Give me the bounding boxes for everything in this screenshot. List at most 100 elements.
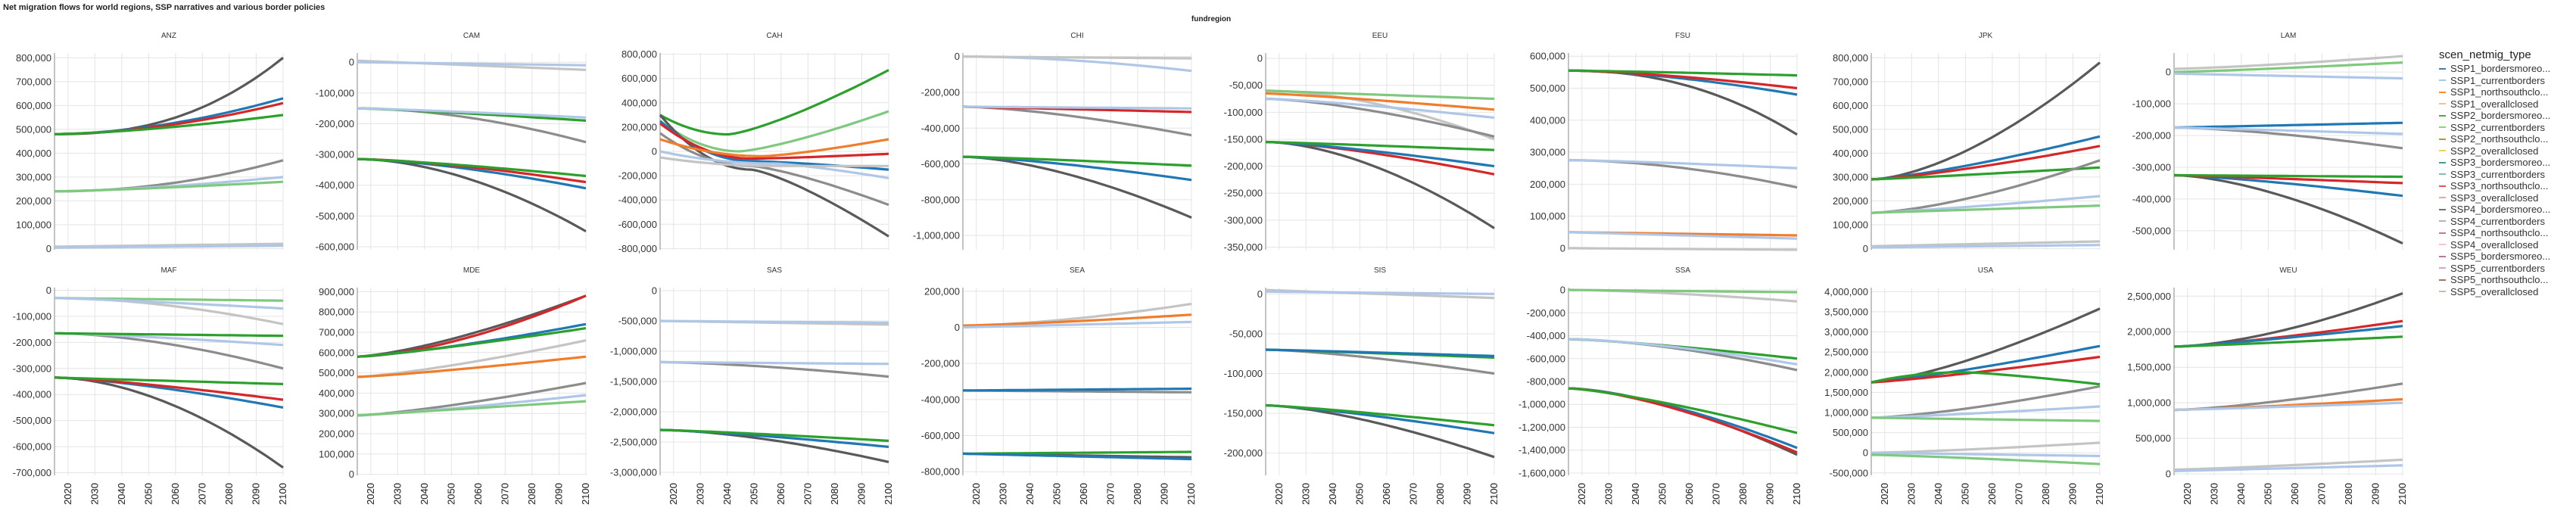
series-line — [659, 110, 889, 153]
y-tick-label: -600,000 — [921, 158, 960, 170]
panel-lam: LAM 0 -100,000 -200,000 -300,000 -400,000 -500… — [2132, 32, 2408, 505]
y-tick-label: -300,000 — [13, 363, 51, 374]
legend-item[interactable]: SSP1_bordersmoreo... — [2439, 63, 2550, 75]
y-tick-label: -600,000 — [1527, 353, 1565, 364]
y-tick-label: -3,000,000 — [610, 467, 657, 478]
legend-item[interactable]: SSP5_bordersmoreo... — [2439, 251, 2550, 263]
y-tick-label: -200,000 — [13, 337, 51, 348]
legend-item[interactable]: SSP2_overallclosed — [2439, 145, 2550, 157]
series-line — [659, 122, 889, 160]
x-tick-label: 2080 — [2040, 483, 2051, 505]
legend-item[interactable]: SSP5_overallclosed — [2439, 286, 2550, 298]
series-line — [1266, 290, 1495, 295]
legend-item[interactable]: SSP4_northsouthclo... — [2439, 227, 2550, 239]
legend-item[interactable]: SSP3_currentborders — [2439, 169, 2550, 181]
x-tick-label: 2020 — [1273, 483, 1285, 505]
legend-swatch — [2439, 279, 2446, 281]
series-line — [1870, 371, 2101, 386]
x-tick-label: 2020 — [668, 483, 679, 505]
series-line — [1870, 416, 2101, 422]
legend-item[interactable]: SSP3_northsouthclo... — [2439, 180, 2550, 192]
legend-item[interactable]: SSP2_bordersmoreo... — [2439, 110, 2550, 122]
legend-item[interactable]: SSP4_overallclosed — [2439, 239, 2550, 251]
legend-item[interactable]: SSP3_bordersmoreo... — [2439, 157, 2550, 169]
series-line — [1265, 140, 1495, 151]
legend-label: SSP1_northsouthclo... — [2450, 86, 2549, 98]
series-line — [1870, 240, 2101, 248]
y-tick-label: 200,000 — [621, 121, 657, 132]
x-tick-label: 2070 — [196, 483, 207, 505]
x-tick-label: 2040 — [1024, 483, 1036, 505]
y-tick-label: 3,500,000 — [1824, 306, 1868, 317]
y-tick-label: 200,000 — [1833, 195, 1868, 207]
legend-item[interactable]: SSP2_currentborders — [2439, 122, 2550, 134]
y-tick-label: 300,000 — [16, 171, 51, 182]
x-tick-label: 2030 — [2208, 483, 2219, 505]
x-tick-label: 2030 — [694, 483, 706, 505]
x-tick-label: 2080 — [2343, 483, 2354, 505]
y-tick-label: 400,000 — [621, 97, 657, 108]
series-line — [1568, 387, 1798, 456]
x-tick-label: 2020 — [668, 483, 679, 505]
x-tick-label: 2100 — [883, 483, 894, 505]
series-line — [1871, 244, 2101, 249]
x-tick-label: 2090 — [855, 483, 867, 505]
y-tick-label: 200,000 — [1530, 179, 1565, 190]
legend-label: SSP2_bordersmoreo... — [2450, 110, 2551, 122]
x-tick-label: 2020 — [2182, 483, 2193, 505]
x-tick-label: 2100 — [1488, 483, 1500, 505]
x-tick-label: 2080 — [1737, 483, 1749, 505]
legend-label: SSP3_currentborders — [2450, 168, 2546, 180]
series-line — [1568, 247, 1798, 251]
panel-mde: MDE 0 100,000 200,000 300,000 400,000 500,000 6… — [319, 266, 591, 505]
y-tick-label: 500,000 — [319, 367, 354, 378]
series-line — [1568, 69, 1798, 136]
y-tick-label: 900,000 — [319, 286, 354, 297]
legend-title: scen_netmig_type — [2439, 48, 2531, 61]
legend-item[interactable]: SSP5_northsouthclo... — [2439, 274, 2550, 286]
legend-item[interactable]: SSP1_northsouthclo... — [2439, 86, 2550, 98]
y-tick-label: 4,000,000 — [1824, 286, 1868, 297]
panel-title: SSA — [1675, 266, 1690, 275]
y-tick-label: 600,000 — [16, 100, 51, 111]
x-tick-label: 2030 — [89, 483, 100, 505]
series-line — [54, 376, 284, 469]
x-tick-label: 2060 — [170, 483, 181, 505]
series-line — [2173, 121, 2403, 129]
y-tick-label: -100,000 — [2132, 98, 2171, 110]
legend-item[interactable]: SSP4_currentborders — [2439, 216, 2550, 228]
series-line — [1870, 405, 2101, 419]
legend-swatch — [2439, 267, 2446, 269]
x-tick-label: 2070 — [2316, 483, 2327, 505]
x-tick-label: 2060 — [2289, 483, 2300, 505]
y-tick-label: 0 — [46, 243, 51, 254]
y-tick-label: -100,000 — [1224, 107, 1263, 118]
x-tick-label: 2100 — [1185, 483, 1197, 505]
legend-item[interactable]: SSP4_bordersmoreo... — [2439, 204, 2550, 216]
x-tick-label: 2070 — [1710, 483, 1721, 505]
x-tick-label: 2080 — [1434, 483, 1446, 505]
y-tick-label: 100,000 — [319, 448, 354, 459]
series-line — [1870, 344, 2101, 384]
legend-item[interactable]: SSP1_overallclosed — [2439, 98, 2550, 111]
legend-item[interactable]: SSP3_overallclosed — [2439, 192, 2550, 204]
y-tick-label: -350,000 — [1224, 241, 1263, 253]
y-tick-label: -300,000 — [316, 149, 354, 160]
y-tick-label: 2,000,000 — [2127, 326, 2171, 338]
y-tick-label: 2,000,000 — [1824, 366, 1868, 378]
legend-label: SSP5_northsouthclo... — [2450, 274, 2549, 286]
legend-item[interactable]: SSP5_currentborders — [2439, 263, 2550, 275]
x-tick-label: 2020 — [2182, 483, 2193, 505]
y-tick-label: 400,000 — [1530, 114, 1565, 126]
y-tick-label: 1,500,000 — [1824, 387, 1868, 398]
legend-item[interactable]: SSP1_currentborders — [2439, 75, 2550, 87]
legend-swatch — [2439, 220, 2446, 223]
legend-swatch — [2439, 255, 2446, 257]
legend-item[interactable]: SSP2_northsouthclo... — [2439, 133, 2550, 145]
x-tick-label: 2060 — [1986, 483, 1998, 505]
series-line — [54, 97, 284, 135]
y-tick-label: 500,000 — [1833, 427, 1868, 438]
legend: scen_netmig_type SSP1_bordersmoreo... SSP… — [2439, 48, 2550, 297]
y-tick-label: -600,000 — [618, 219, 657, 230]
series-line — [1265, 348, 1495, 357]
